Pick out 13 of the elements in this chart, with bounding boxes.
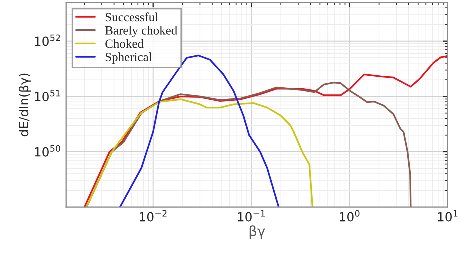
- x-tick-label: 10$^{−2}$: [140, 210, 167, 222]
- x-axis-title: βγ: [250, 226, 266, 240]
- legend-label: Successful: [106, 12, 158, 22]
- y-axis-title: dE/dln(βγ): [18, 74, 32, 137]
- legend-label: Barely choked: [105, 26, 178, 38]
- y-tick-label: 10$^{50}$: [35, 145, 60, 157]
- legend-label: Spherical: [106, 52, 152, 64]
- y-tick-label: 10$^{52}$: [35, 34, 60, 46]
- legend-label: Choked: [106, 39, 144, 48]
- x-tick-label: 10$^{0}$: [340, 210, 360, 222]
- y-tick-label: 10$^{51}$: [35, 90, 60, 102]
- x-tick-label: 10$^{1}$: [438, 210, 458, 222]
- x-tick-label: 10$^{−1}$: [238, 210, 265, 222]
